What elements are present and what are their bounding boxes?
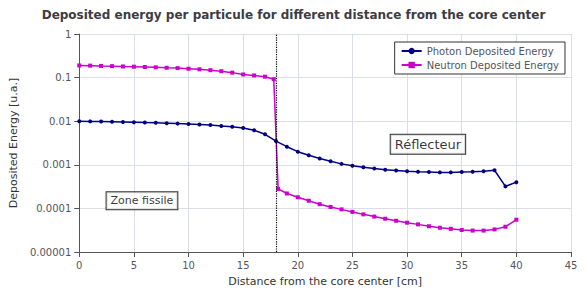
svg-text:40: 40 — [510, 260, 523, 271]
svg-text:0.00001: 0.00001 — [30, 247, 71, 258]
svg-text:Réflecteur: Réflecteur — [395, 137, 462, 152]
svg-text:25: 25 — [346, 260, 359, 271]
svg-text:0.0001: 0.0001 — [36, 203, 71, 214]
svg-text:15: 15 — [237, 260, 250, 271]
svg-text:Deposited energy per particule: Deposited energy per particule for diffe… — [42, 8, 546, 22]
svg-text:0.01: 0.01 — [49, 116, 71, 127]
svg-text:0: 0 — [76, 260, 82, 271]
svg-text:5: 5 — [131, 260, 137, 271]
svg-text:0.1: 0.1 — [55, 72, 71, 83]
svg-text:30: 30 — [401, 260, 414, 271]
svg-text:10: 10 — [182, 260, 195, 271]
svg-text:Distance from the core center: Distance from the core center [cm] — [228, 275, 422, 288]
svg-text:35: 35 — [455, 260, 468, 271]
svg-text:20: 20 — [291, 260, 304, 271]
svg-text:Neutron Deposited Energy: Neutron Deposited Energy — [427, 60, 559, 71]
svg-text:45: 45 — [565, 260, 578, 271]
svg-text:Zone fissile: Zone fissile — [111, 194, 174, 207]
svg-text:Photon Deposited Energy: Photon Deposited Energy — [427, 46, 554, 57]
svg-text:0.001: 0.001 — [43, 159, 72, 170]
svg-text:Deposited Energy [u.a.]: Deposited Energy [u.a.] — [7, 78, 20, 209]
svg-text:1: 1 — [65, 29, 71, 40]
